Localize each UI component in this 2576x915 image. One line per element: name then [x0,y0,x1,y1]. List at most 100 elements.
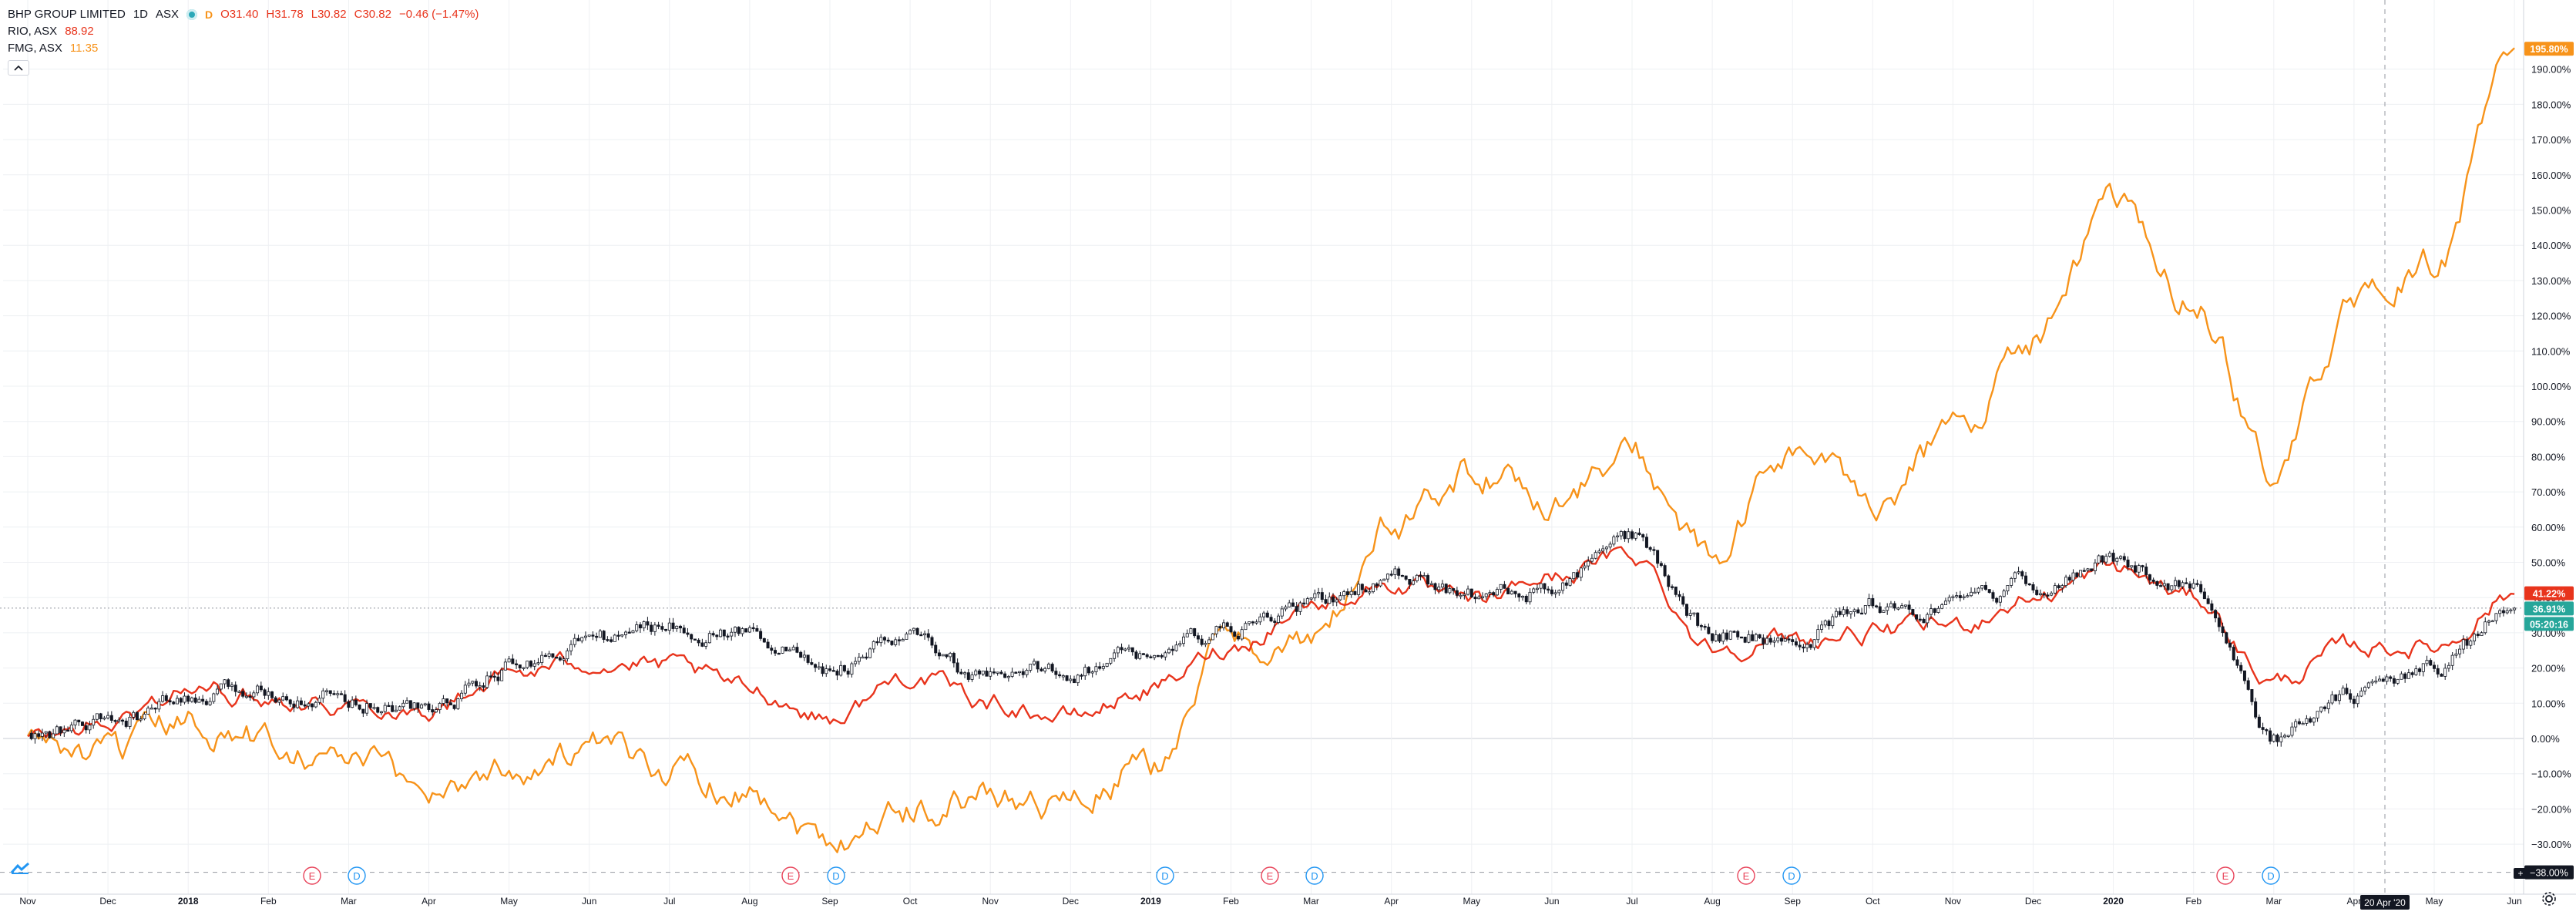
dividend-marker[interactable]: D [348,867,365,884]
candle-body [264,690,266,695]
candle-body [1842,610,1845,615]
dividend-marker[interactable]: D [1783,867,1800,884]
candle-body [519,664,521,668]
y-tick-label: 120.00% [2531,311,2571,322]
candle-body [300,701,302,705]
candle-body [2152,580,2155,581]
candle-body [34,734,36,739]
earnings-marker[interactable]: E [1261,867,1278,884]
x-tick-label: Jul [663,896,675,907]
candle-body [1769,638,1772,642]
event-marker-letter: D [1311,870,1318,882]
dividend-marker[interactable]: D [2262,867,2279,884]
legend-collapse-button[interactable] [8,60,29,76]
candle-body [501,670,503,681]
candle-body [1963,597,1965,598]
candle-body [2112,553,2114,562]
dividend-marker[interactable]: D [1306,867,1323,884]
candle-body [1394,569,1396,575]
candle-body [267,691,270,695]
candle-body [2265,729,2268,731]
candle-body [916,628,919,634]
dividend-marker[interactable]: D [828,867,845,884]
candle-body [2309,718,2312,722]
candle-body [741,629,744,634]
fmg-price-tag: 195.80% [2524,42,2574,56]
candle-body [165,695,167,700]
candle-body [1798,645,1801,647]
candle-body [169,701,171,702]
candle-body [66,730,69,732]
candle-body [1948,597,1950,601]
candle-body [1792,640,1794,642]
legend-main-row[interactable]: BHP GROUP LIMITED 1D ASX D O31.40 H31.78… [8,6,479,23]
candle-body [2232,648,2235,660]
candle-body [1725,633,1728,639]
candle-body [1514,591,1516,594]
candle-body [2302,723,2304,725]
candle-body [311,704,313,707]
crosshair-y-label: −38.00% [2524,866,2574,880]
candle-body [814,664,816,668]
x-tick-label: Oct [903,896,918,907]
candle-body [1832,617,1834,626]
candle-body [1817,630,1819,640]
x-tick-label: Nov [19,896,35,907]
chart-legend: BHP GROUP LIMITED 1D ASX D O31.40 H31.78… [8,6,479,76]
legend-high: H31.78 [266,6,303,23]
candle-body [99,714,102,719]
legend-compare-fmg[interactable]: FMG, ASX 11.35 [8,40,479,57]
dividend-marker[interactable]: D [1157,867,1174,884]
candle-body [647,621,649,624]
candle-body [2510,610,2512,611]
earnings-marker[interactable]: E [782,867,799,884]
candle-body [1737,631,1739,637]
candle-body [216,689,218,694]
candle-body [2262,728,2264,730]
candle-body [811,662,813,664]
candle-body [2207,599,2209,604]
candle-body [1015,672,1017,674]
earnings-marker[interactable]: E [1738,867,1755,884]
candle-body [1704,626,1706,627]
candle-body [1602,549,1604,551]
candle-body [38,734,40,737]
candle-body [1182,637,1184,643]
candle-body [909,631,912,634]
candle-body [2178,580,2180,587]
candle-body [920,634,922,636]
y-tick-label: 130.00% [2531,275,2571,287]
candle-body [2138,566,2140,573]
candle-body [683,628,685,633]
gear-icon[interactable] [2541,890,2558,907]
candle-body [2185,583,2188,584]
candle-body [1171,649,1174,651]
candle-body [278,700,280,702]
candle-body [1102,667,1104,669]
candle-body [1693,613,1695,614]
candle-body [464,685,466,693]
candle-body [2280,737,2282,742]
candle-body [1558,590,1560,593]
candle-body [318,698,321,702]
event-marker-letter: E [2222,870,2229,882]
tradingview-logo-icon[interactable] [11,862,29,878]
candle-body [432,710,434,712]
candle-body [905,634,908,639]
earnings-marker[interactable]: E [304,867,321,884]
candle-body [2422,664,2424,672]
candle-body [719,630,721,637]
market-status-icon [186,9,197,20]
candle-body [1222,623,1224,628]
candle-body [956,663,959,672]
candle-body [723,630,725,636]
candle-body [1047,664,1050,669]
plus-icon[interactable]: + [2514,868,2527,879]
legend-compare-rio[interactable]: RIO, ASX 88.92 [8,23,479,40]
svg-text:36.91%: 36.91% [2533,604,2565,614]
candle-body [2108,553,2111,557]
candle-body [2228,643,2231,647]
earnings-marker[interactable]: E [2217,867,2234,884]
